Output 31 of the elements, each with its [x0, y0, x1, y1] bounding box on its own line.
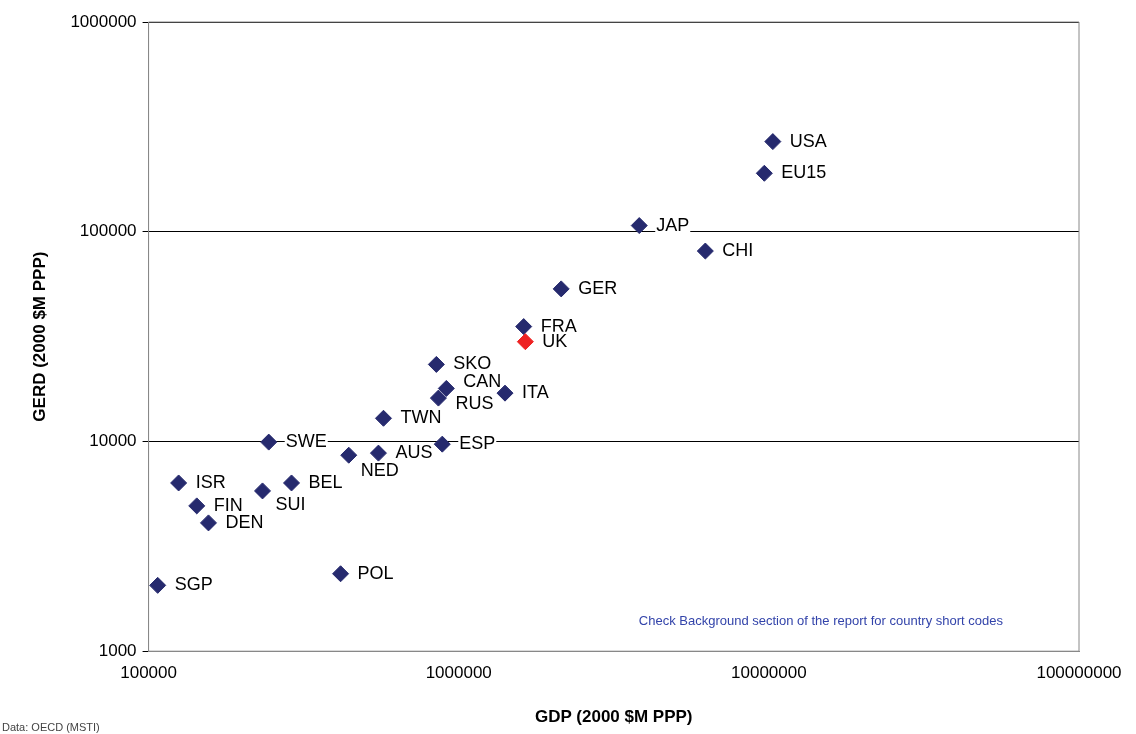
- annotation: Check Background section of the report for country short codes: [638, 612, 1004, 628]
- annotation: EU15: [781, 162, 827, 183]
- y-tick-label: 100000: [79, 221, 137, 241]
- y-tick-label: 1000000: [70, 11, 137, 31]
- x-axis-title: GDP (2000 $M PPP): [535, 707, 693, 727]
- annotation: USA: [789, 130, 827, 151]
- annotation: SGP: [174, 574, 213, 595]
- x-tick-label: 100000000: [1036, 663, 1122, 683]
- annotation: AUS: [395, 442, 433, 463]
- annotation: SUI: [275, 493, 306, 514]
- y-axis-title: GERD (2000 $M PPP): [29, 251, 49, 422]
- annotation: CHI: [722, 240, 754, 261]
- text: Data: OECD (MSTI): [2, 720, 100, 733]
- annotation: JAP: [656, 214, 690, 235]
- annotation: TWN: [400, 407, 442, 428]
- annotation: RUS: [455, 393, 494, 414]
- annotation: POL: [357, 562, 394, 583]
- x-tick-label: 100000: [120, 663, 177, 683]
- annotation: ESP: [459, 433, 496, 454]
- annotation: BEL: [308, 471, 343, 492]
- annotation: ITA: [522, 382, 549, 403]
- annotation: CAN: [463, 371, 502, 392]
- x-tick-label: 1000000: [425, 663, 492, 683]
- x-tick-label: 10000000: [731, 663, 807, 683]
- annotation: GER: [578, 277, 618, 298]
- annotation: NED: [360, 460, 399, 481]
- y-tick-label: 1000: [98, 640, 137, 660]
- annotation: ISR: [195, 471, 226, 492]
- annotation: SWE: [285, 431, 327, 452]
- annotation: SKO: [453, 353, 492, 374]
- y-tick-label: 10000: [89, 431, 137, 451]
